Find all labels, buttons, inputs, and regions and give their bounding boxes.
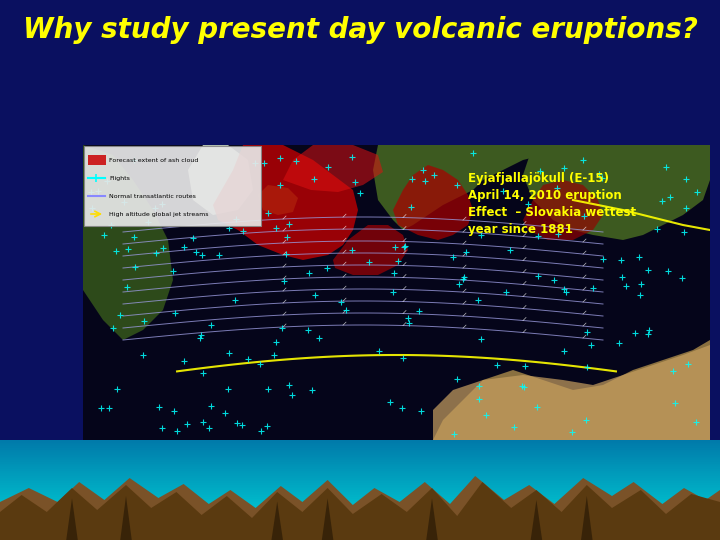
Point: [98, 231, 109, 239]
Point: [179, 242, 190, 251]
Text: ( Weather disaster media reports: ( Weather disaster media reports: [368, 475, 644, 489]
Polygon shape: [333, 225, 408, 275]
Point: [213, 250, 225, 259]
Polygon shape: [523, 180, 603, 240]
Point: [580, 416, 592, 424]
Point: [130, 262, 141, 271]
Point: [102, 177, 113, 186]
Point: [86, 204, 98, 213]
Point: [128, 156, 140, 165]
Point: [691, 187, 703, 196]
Text: Applications –: Applications –: [88, 475, 202, 489]
Polygon shape: [523, 145, 710, 240]
Point: [480, 410, 492, 419]
Point: [664, 192, 675, 201]
Text: ( Meteorological observations: ( Meteorological observations: [368, 444, 615, 460]
Point: [397, 354, 409, 362]
Point: [587, 284, 598, 292]
Text: Information age: Information age: [88, 460, 221, 475]
Point: [472, 296, 484, 305]
Point: [374, 347, 385, 356]
Point: [460, 248, 472, 256]
Point: [167, 267, 179, 275]
Text: ( Aviation safety: ( Aviation safety: [368, 489, 505, 504]
Point: [596, 174, 608, 183]
Point: [274, 180, 286, 189]
Polygon shape: [373, 145, 613, 230]
Point: [190, 248, 202, 256]
Polygon shape: [393, 165, 473, 240]
Point: [111, 385, 122, 394]
Point: [354, 188, 365, 197]
Text: High altitude global jet streams: High altitude global jet streams: [109, 212, 209, 217]
Polygon shape: [66, 498, 78, 540]
Point: [676, 274, 688, 283]
Point: [321, 264, 333, 272]
Point: [308, 174, 320, 183]
Point: [256, 426, 267, 435]
Point: [643, 329, 654, 338]
Point: [451, 375, 463, 384]
Point: [634, 291, 646, 299]
Point: [531, 403, 543, 411]
Point: [114, 311, 125, 320]
Point: [232, 419, 243, 428]
Point: [387, 288, 398, 296]
Point: [402, 314, 414, 323]
Point: [149, 204, 161, 213]
Point: [678, 228, 690, 237]
Point: [651, 225, 662, 233]
Point: [270, 224, 282, 232]
Point: [669, 399, 680, 407]
Point: [505, 246, 516, 254]
Point: [104, 404, 115, 413]
Point: [222, 384, 233, 393]
Text: Normal transatlantic routes: Normal transatlantic routes: [109, 193, 196, 199]
Point: [261, 422, 273, 430]
Point: [205, 402, 217, 410]
Point: [585, 340, 597, 349]
Point: [158, 243, 169, 252]
Point: [283, 220, 294, 228]
Point: [635, 279, 647, 288]
Point: [420, 177, 431, 185]
Point: [388, 269, 400, 278]
Point: [476, 231, 487, 239]
Point: [154, 403, 166, 411]
Point: [280, 249, 292, 258]
Point: [128, 232, 140, 241]
Text: Farming/climatic variability: Farming/climatic variability: [88, 489, 314, 504]
Point: [682, 359, 693, 368]
Point: [473, 394, 485, 403]
Polygon shape: [433, 345, 710, 440]
Point: [223, 349, 235, 357]
Point: [279, 276, 290, 285]
Point: [552, 184, 563, 192]
Point: [346, 246, 358, 254]
Text: Most reliable record –: Most reliable record –: [88, 444, 267, 460]
Point: [620, 282, 631, 291]
Point: [107, 324, 119, 333]
Point: [268, 351, 279, 360]
Point: [558, 285, 570, 294]
Point: [205, 321, 217, 329]
Point: [230, 215, 242, 224]
Text: Eyjafjallajökull (E-15)
April 14, 2010 eruption
Effect  – Slovakia wettest
year : Eyjafjallajökull (E-15) April 14, 2010 e…: [468, 172, 636, 236]
Point: [405, 203, 416, 212]
Text: Flights: Flights: [109, 176, 130, 180]
Point: [86, 188, 97, 197]
Point: [475, 334, 487, 343]
Point: [238, 227, 249, 235]
Point: [559, 347, 570, 355]
Point: [313, 334, 325, 342]
Point: [336, 298, 347, 307]
Point: [258, 159, 269, 167]
Polygon shape: [0, 476, 720, 540]
Point: [270, 338, 282, 347]
Point: [197, 369, 209, 378]
Point: [229, 295, 240, 304]
Point: [516, 381, 528, 390]
Point: [220, 408, 231, 417]
Point: [642, 266, 654, 274]
Polygon shape: [408, 145, 448, 205]
